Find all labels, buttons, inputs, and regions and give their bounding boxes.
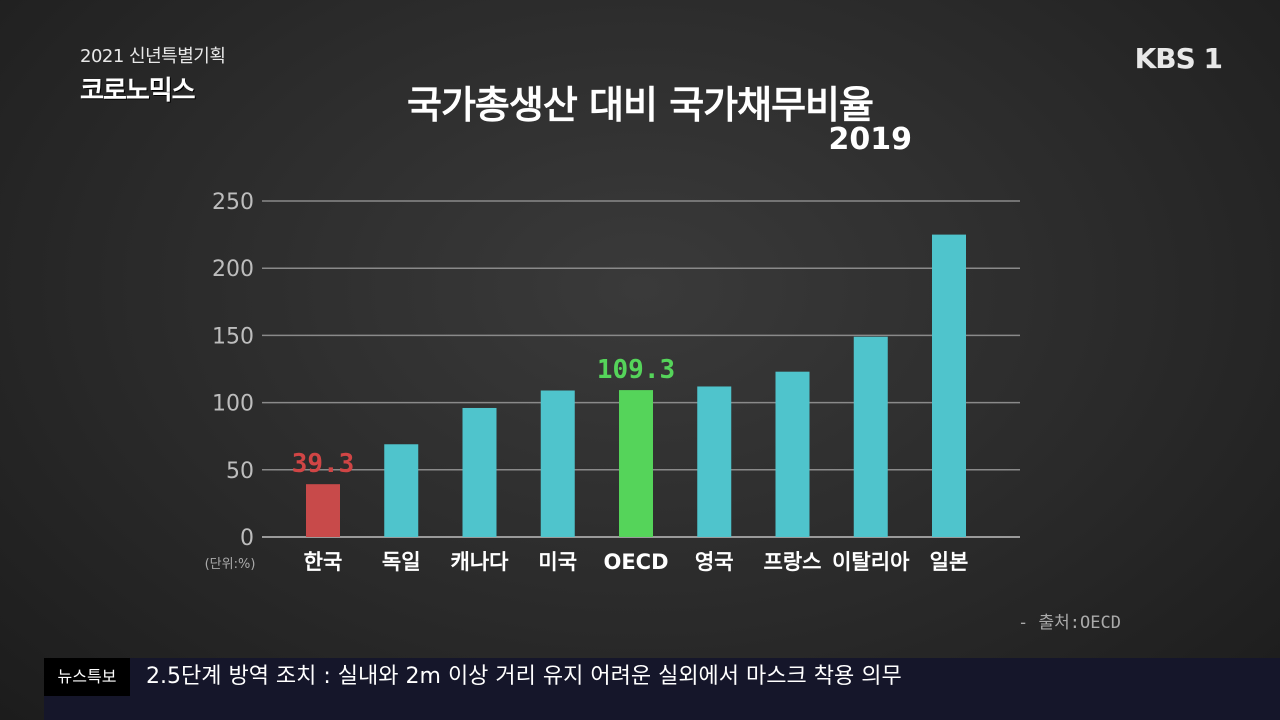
- program-name: 코로노믹스: [80, 76, 196, 106]
- x-category-label: 영국: [695, 550, 734, 574]
- program-subtitle: 2021 신년특별기획: [80, 46, 226, 67]
- program-badge: 2021 신년특별기획 코로노믹스: [80, 42, 226, 107]
- x-category-label: 미국: [538, 550, 577, 574]
- x-category-label: 독일: [382, 550, 421, 574]
- y-tick-label: 50: [226, 459, 254, 484]
- bar: [697, 386, 732, 537]
- bar: [775, 371, 810, 537]
- x-category-label: 캐나다: [451, 550, 510, 574]
- y-tick-label: 100: [212, 392, 254, 417]
- chart-title: 국가총생산 대비 국가채무비율: [407, 83, 874, 127]
- x-category-label: OECD: [603, 550, 668, 574]
- bar: [540, 390, 575, 537]
- y-tick-label: 150: [212, 324, 254, 349]
- ticker-tag: 뉴스특보: [44, 658, 130, 696]
- y-unit-label: (단위:%): [205, 557, 256, 572]
- bar: [384, 444, 419, 537]
- channel-logo: KBS 1: [1134, 42, 1223, 75]
- chart-source: - 출처:OECD: [1018, 613, 1121, 633]
- y-tick-label: 200: [212, 257, 254, 282]
- bar: [853, 336, 888, 537]
- bar: [932, 234, 966, 537]
- y-tick-label: 250: [212, 190, 254, 215]
- bar: [619, 390, 653, 537]
- bar: [462, 407, 497, 537]
- bar: [306, 484, 340, 537]
- x-category-label: 프랑스: [764, 550, 822, 574]
- data-label: 109.3: [597, 355, 675, 385]
- chart-subtitle: 2019: [828, 122, 913, 157]
- ticker-text: 2.5단계 방역 조치 : 실내와 2m 이상 거리 유지 어려운 실외에서 마…: [146, 664, 902, 689]
- x-category-label: 한국: [304, 550, 343, 574]
- news-ticker: 뉴스특보 2.5단계 방역 조치 : 실내와 2m 이상 거리 유지 어려운 실…: [44, 658, 1280, 720]
- x-category-label: 일본: [930, 550, 969, 574]
- y-tick-label: 0: [240, 526, 254, 551]
- x-category-label: 이탈리아: [832, 550, 910, 574]
- data-label: 39.3: [292, 449, 355, 479]
